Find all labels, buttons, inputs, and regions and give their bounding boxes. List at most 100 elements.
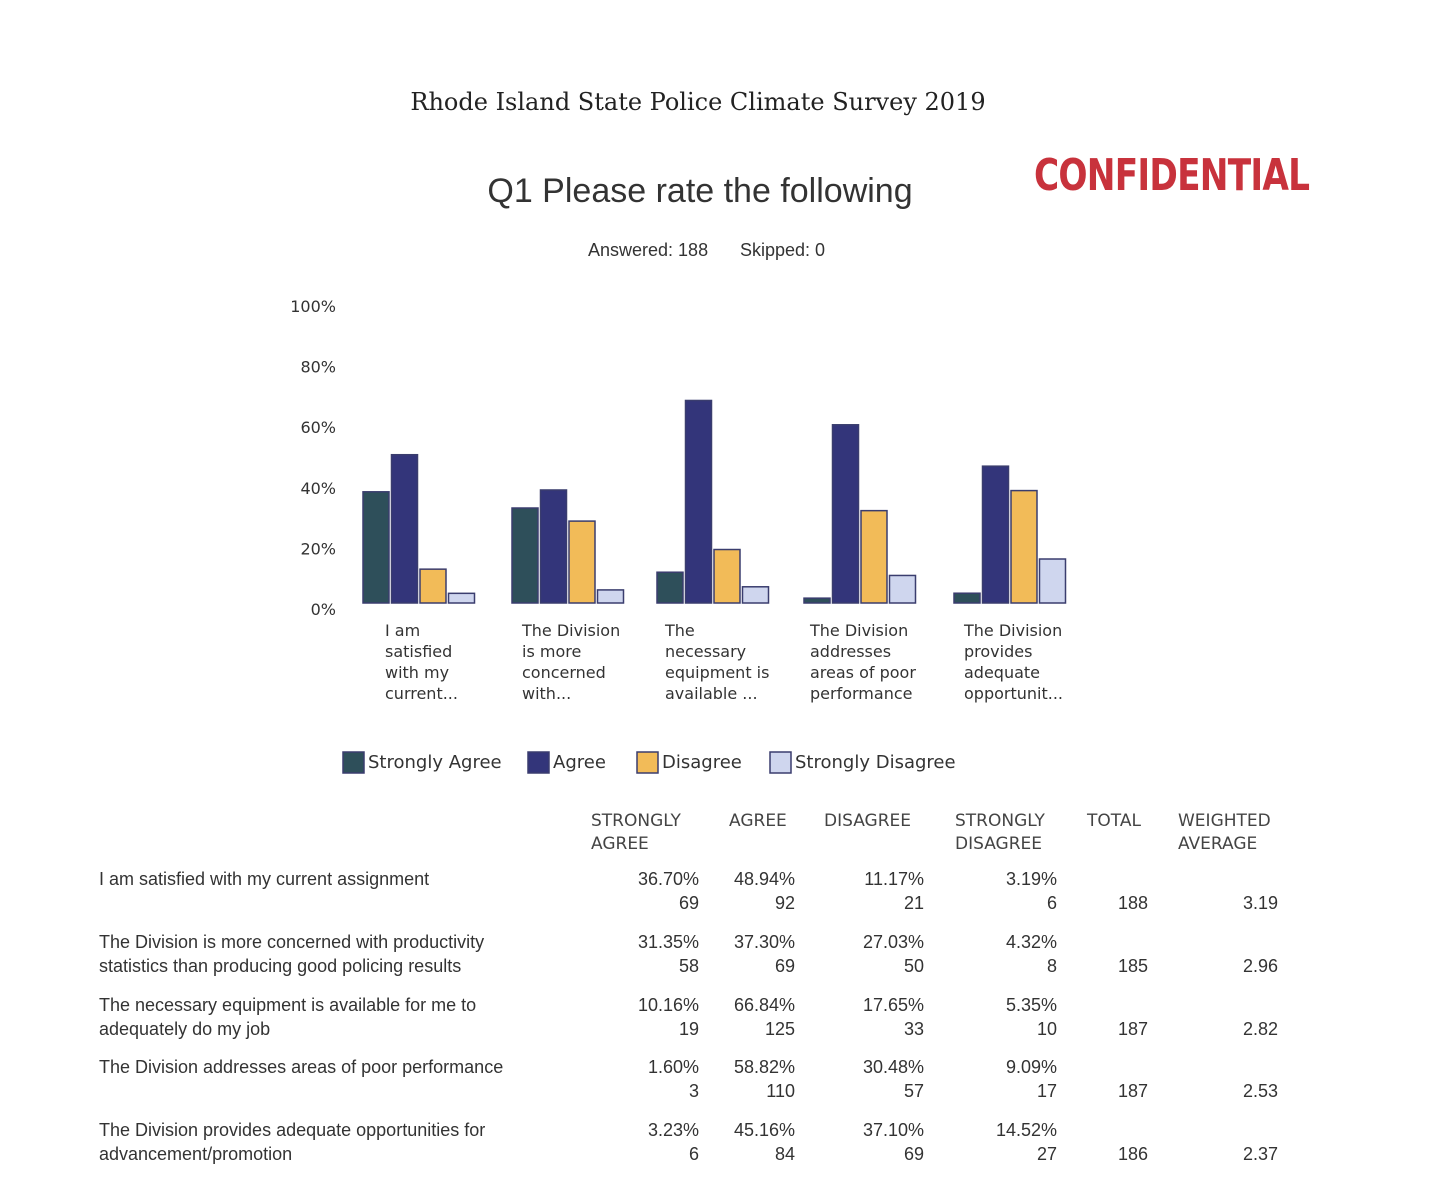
bar-strongly-disagree <box>888 574 917 604</box>
category-label: The necessary equipment is available ... <box>664 621 769 703</box>
header-strongly-disagree: DISAGREE <box>955 834 1043 854</box>
cell-percent: 11.17% <box>864 869 924 889</box>
category-label: The Division addresses areas of poor perfor… <box>809 621 916 703</box>
category-label-line: The Division <box>521 621 620 640</box>
cell-count: 92 <box>774 893 795 913</box>
category-label-line: equipment is <box>665 663 769 682</box>
legend-label: Disagree <box>662 752 742 773</box>
cell-weighted-average: 2.82 <box>1242 1019 1278 1039</box>
category-label-line: The Division <box>809 621 908 640</box>
cell-count: 27 <box>1036 1144 1057 1164</box>
category-label-line: provides <box>964 642 1032 661</box>
header-total: TOTAL <box>1087 811 1141 831</box>
cell-count: 17 <box>1036 1081 1057 1101</box>
cell-count: 50 <box>903 956 924 976</box>
question-title: Q1 Please rate the following <box>487 172 913 210</box>
answered-count: Answered: 188 <box>588 240 709 260</box>
cell-count: 6 <box>688 1144 699 1164</box>
y-tick-label: 80% <box>300 358 336 377</box>
cell-percent: 1.60% <box>647 1057 699 1077</box>
header-strongly-agree: AGREE <box>591 834 649 854</box>
cell-percent: 9.09% <box>1005 1057 1057 1077</box>
category-label-line: I am <box>385 621 420 640</box>
y-tick-label: 0% <box>311 600 336 619</box>
y-tick-label: 100% <box>290 297 336 316</box>
cell-percent: 10.16% <box>637 995 699 1015</box>
legend-label: Strongly Disagree <box>795 752 956 773</box>
cell-count: 3 <box>688 1081 699 1101</box>
row-label: adequately do my job <box>99 1019 271 1039</box>
cell-count: 19 <box>678 1019 699 1039</box>
bar-agree <box>684 399 713 604</box>
bar-disagree <box>713 548 741 604</box>
cell-percent: 37.30% <box>733 932 795 952</box>
bar-chart: 0% 20% 40% 60% 80% 100% I am satisfied with my cu… <box>290 297 1067 774</box>
cell-count: 58 <box>678 956 699 976</box>
cell-percent: 36.70% <box>637 869 699 889</box>
header-disagree: DISAGREE <box>824 811 912 831</box>
y-tick-label: 20% <box>300 539 336 558</box>
category-label: The Division provides adequate opportunit..… <box>963 621 1063 703</box>
cell-count: 84 <box>774 1144 795 1164</box>
cell-total: 187 <box>1117 1019 1148 1039</box>
bar-strongly-disagree <box>741 586 770 604</box>
cell-count: 69 <box>678 893 699 913</box>
bar-disagree <box>860 509 888 604</box>
cell-total: 185 <box>1117 956 1148 976</box>
category-label-line: The Division <box>963 621 1062 640</box>
header-weighted-average: WEIGHTED <box>1178 811 1271 831</box>
category-label-line: adequate <box>964 663 1040 682</box>
cell-count: 8 <box>1046 956 1057 976</box>
legend-swatch <box>769 751 792 774</box>
bar-strongly-disagree <box>1038 558 1067 604</box>
bar-agree <box>981 465 1010 604</box>
cell-weighted-average: 2.53 <box>1242 1081 1278 1101</box>
bar-strongly-agree <box>656 571 684 604</box>
category-label: I am satisfied with my current... <box>385 621 458 703</box>
bar-strongly-disagree <box>596 589 625 604</box>
cell-total: 188 <box>1117 893 1148 913</box>
header-agree: AGREE <box>729 811 787 831</box>
bar-agree <box>539 489 568 604</box>
cell-percent: 37.10% <box>862 1120 924 1140</box>
legend-swatch <box>527 751 550 774</box>
category-label-line: is more <box>522 642 581 661</box>
row-label: advancement/promotion <box>99 1144 293 1164</box>
row-label: The Division is more concerned with prod… <box>99 932 485 952</box>
cell-count: 10 <box>1036 1019 1057 1039</box>
cell-weighted-average: 2.96 <box>1242 956 1278 976</box>
header-weighted-average: AVERAGE <box>1178 834 1258 854</box>
cell-percent: 45.16% <box>733 1120 795 1140</box>
y-tick-label: 60% <box>300 418 336 437</box>
cell-count: 69 <box>774 956 795 976</box>
cell-total: 187 <box>1117 1081 1148 1101</box>
cell-percent: 31.35% <box>637 932 699 952</box>
row-label: The necessary equipment is available for… <box>99 995 477 1015</box>
cell-count: 57 <box>903 1081 924 1101</box>
cell-count: 125 <box>764 1019 795 1039</box>
category-label-line: concerned <box>522 663 606 682</box>
category-label-line: available ... <box>665 684 758 703</box>
bar-disagree <box>419 568 447 604</box>
category-label-line: with... <box>522 684 571 703</box>
y-tick-label: 40% <box>300 479 336 498</box>
category-label: The Division is more concerned with... <box>521 621 620 703</box>
legend-label: Strongly Agree <box>368 752 502 773</box>
cell-total: 186 <box>1117 1144 1148 1164</box>
cell-percent: 3.23% <box>647 1120 699 1140</box>
category-label-line: with my <box>385 663 449 682</box>
cell-count: 69 <box>903 1144 924 1164</box>
legend-swatch <box>636 751 659 774</box>
cell-percent: 3.19% <box>1005 869 1057 889</box>
cell-count: 33 <box>903 1019 924 1039</box>
category-label-line: opportunit... <box>964 684 1063 703</box>
cell-count: 6 <box>1046 893 1057 913</box>
category-label-line: areas of poor <box>810 663 916 682</box>
row-label: I am satisfied with my current assignmen… <box>99 869 430 889</box>
row-label: statistics than producing good policing … <box>99 956 462 976</box>
cell-percent: 66.84% <box>733 995 795 1015</box>
row-label: The Division addresses areas of poor per… <box>99 1057 504 1077</box>
row-label: The Division provides adequate opportuni… <box>99 1120 486 1140</box>
cell-percent: 5.35% <box>1005 995 1057 1015</box>
cell-percent: 58.82% <box>733 1057 795 1077</box>
